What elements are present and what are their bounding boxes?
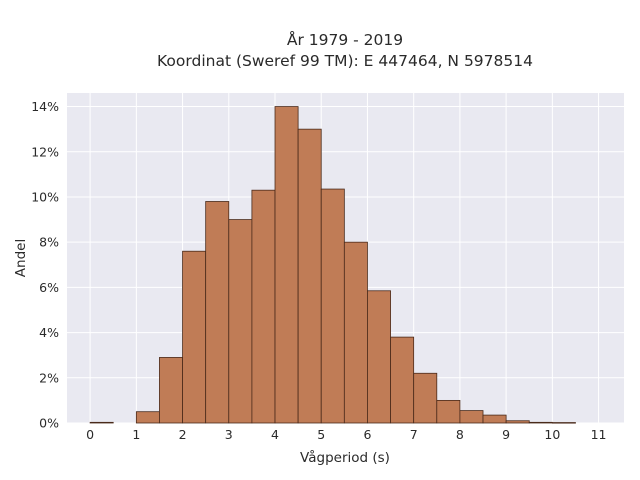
histogram-bar xyxy=(320,188,345,424)
y-axis-ticks: 0% 2% 4% 6% 8% 10% 12% 14% xyxy=(31,99,59,430)
histogram-bar xyxy=(159,357,183,424)
bars xyxy=(89,106,576,424)
histogram-bar xyxy=(205,201,230,424)
y-tick-label: 8% xyxy=(39,235,59,250)
x-tick-label: 5 xyxy=(317,427,325,442)
histogram-bar xyxy=(482,414,507,424)
histogram-bar xyxy=(297,128,322,424)
x-axis-ticks: 0 1 2 3 4 5 6 7 8 9 10 11 xyxy=(86,427,606,442)
x-tick-label: 4 xyxy=(271,427,279,442)
histogram-bar xyxy=(413,372,438,424)
y-tick-label: 12% xyxy=(31,144,59,159)
histogram-bar xyxy=(251,189,276,424)
x-tick-label: 7 xyxy=(410,427,418,442)
x-tick-label: 2 xyxy=(179,427,187,442)
histogram-bar xyxy=(367,290,391,424)
histogram-bar xyxy=(89,421,114,424)
x-tick-label: 6 xyxy=(363,427,371,442)
chart-title-line1: År 1979 - 2019 xyxy=(287,30,403,49)
y-tick-label: 4% xyxy=(39,325,59,340)
y-tick-label: 0% xyxy=(39,416,59,431)
histogram-bar xyxy=(390,336,415,424)
histogram-bar xyxy=(505,420,530,424)
histogram-bar xyxy=(343,241,368,424)
x-tick-label: 9 xyxy=(502,427,510,442)
y-tick-label: 14% xyxy=(31,99,59,114)
x-tick-label: 0 xyxy=(86,427,94,442)
y-tick-label: 2% xyxy=(39,370,59,385)
histogram-bar xyxy=(436,399,461,424)
x-tick-label: 3 xyxy=(225,427,233,442)
histogram-bar xyxy=(274,106,299,424)
y-tick-label: 10% xyxy=(31,189,59,204)
x-tick-label: 1 xyxy=(132,427,140,442)
x-tick-label: 10 xyxy=(544,427,560,442)
y-axis-label: Andel xyxy=(13,239,29,277)
histogram-bar xyxy=(135,411,160,424)
y-tick-label: 6% xyxy=(39,280,59,295)
histogram-bar xyxy=(551,422,576,424)
histogram-bar xyxy=(528,421,553,424)
histogram-bar xyxy=(459,410,484,424)
x-axis-label: Vågperiod (s) xyxy=(300,449,390,466)
x-tick-label: 8 xyxy=(456,427,464,442)
x-tick-label: 11 xyxy=(591,427,607,442)
histogram-bar xyxy=(228,219,253,424)
histogram-bar xyxy=(182,250,207,424)
chart-title-line2: Koordinat (Sweref 99 TM): E 447464, N 59… xyxy=(157,52,533,70)
